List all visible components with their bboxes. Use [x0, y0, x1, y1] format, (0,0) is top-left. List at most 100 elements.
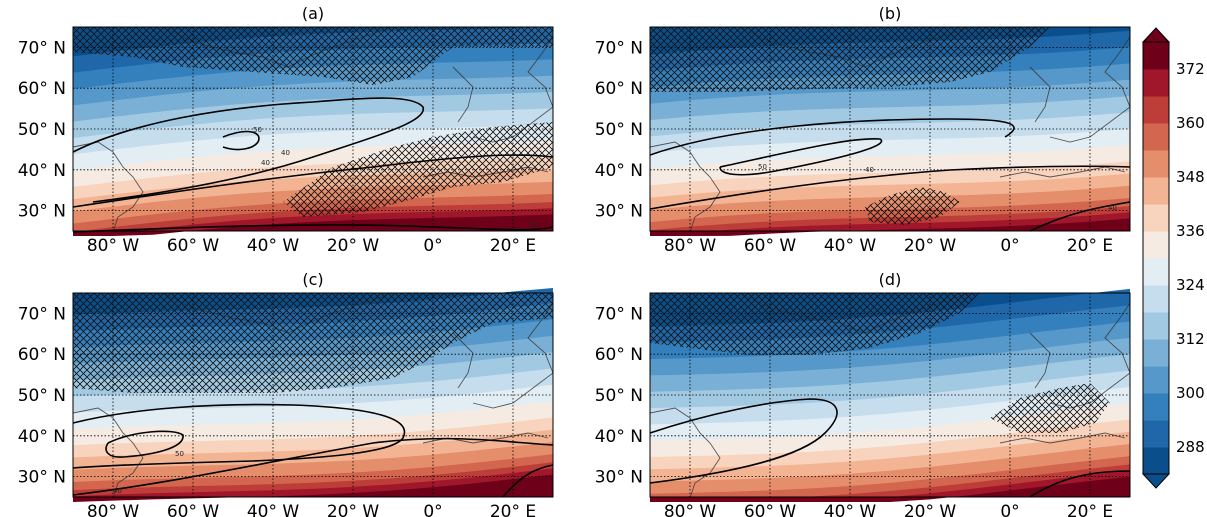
colorbar-band: [1143, 96, 1169, 124]
panel-a-title: (a): [302, 4, 324, 23]
lat-label: 30° N: [595, 468, 643, 488]
colorbar-band: [1143, 123, 1169, 151]
contour-label: 50: [253, 126, 262, 134]
lat-label: 70° N: [18, 38, 66, 58]
contour-label: 50: [175, 450, 184, 458]
colorbar-frame: [1142, 41, 1170, 475]
lon-label: 20° E: [490, 502, 536, 517]
lon-label: 80° W: [664, 236, 717, 256]
colorbar-tick-label: 324: [1176, 276, 1205, 294]
lon-label: 20° E: [1067, 502, 1113, 517]
lon-label: 40° W: [824, 502, 877, 517]
contour-label: 40: [281, 149, 290, 157]
lat-label: 50° N: [18, 386, 66, 406]
panel-b-title: (b): [879, 4, 902, 23]
lon-label: 20° W: [904, 502, 957, 517]
lon-label: 20° E: [490, 236, 536, 256]
colorbar-tick-label: 312: [1176, 330, 1205, 348]
lat-label: 30° N: [18, 468, 66, 488]
lat-label: 50° N: [18, 120, 66, 140]
contour-label: 50: [758, 163, 767, 171]
lon-label: 60° W: [167, 502, 220, 517]
colorbar-tick-label: 372: [1176, 60, 1205, 78]
lon-label: 20° E: [1067, 236, 1113, 256]
contour-label: 30: [529, 221, 538, 229]
panel-frame: [649, 292, 1131, 498]
lon-label: 80° W: [87, 502, 140, 517]
lat-label: 50° N: [595, 386, 643, 406]
colorbar-top-arrow: [1141, 27, 1171, 43]
lat-label: 30° N: [595, 202, 643, 222]
colorbar-bands: [1143, 42, 1169, 475]
lon-label: 60° W: [167, 236, 220, 256]
colorbar-tick-label: 288: [1176, 438, 1205, 456]
graticule: [73, 27, 553, 231]
colorbar-tick-label: 348: [1176, 168, 1205, 186]
graticule: [73, 293, 553, 497]
lon-label: 0°: [1000, 236, 1019, 256]
lat-label: 60° N: [595, 79, 643, 99]
contour-label: 40: [1108, 204, 1117, 212]
lat-label: 40° N: [595, 427, 643, 447]
lat-label: 40° N: [18, 161, 66, 181]
lat-label: 60° N: [18, 345, 66, 365]
contour-label: 40: [865, 166, 874, 174]
panel-frame: [72, 26, 554, 232]
lon-label: 20° W: [327, 236, 380, 256]
lat-label: 60° N: [18, 79, 66, 99]
colorbar-band: [1143, 150, 1169, 178]
colorbar-band: [1143, 204, 1169, 232]
colorbar: 288 300 312 324 336 348 360 372: [1141, 27, 1205, 489]
colorbar-band: [1143, 312, 1169, 340]
lat-label: 60° N: [595, 345, 643, 365]
contours: [72, 403, 554, 498]
colorbar-band: [1143, 420, 1169, 448]
lon-label: 20° W: [904, 236, 957, 256]
panel-b: (b) 50 40 40 70° N 60° N 50: [595, 4, 1131, 256]
colorbar-tick-label: 300: [1176, 384, 1205, 402]
colorbar-band: [1143, 69, 1169, 97]
lat-label: 30° N: [18, 202, 66, 222]
temperature-band: [73, 474, 553, 502]
contours: [72, 97, 554, 233]
colorbar-band: [1143, 285, 1169, 313]
lon-label: 80° W: [664, 502, 717, 517]
lat-label: 50° N: [595, 120, 643, 140]
lat-label: 40° N: [18, 427, 66, 447]
colorbar-band: [1143, 393, 1169, 421]
lon-label: 40° W: [247, 236, 300, 256]
panel-d: (d) 70° N 60° N 50° N 40° N 30° N 80° W …: [595, 270, 1131, 517]
significance-hatching: [650, 293, 1110, 433]
contour-label: 40: [113, 487, 122, 495]
hatch-region: [650, 293, 980, 355]
temperature-band: [650, 476, 1130, 502]
panel-d-title: (d): [879, 270, 902, 289]
colorbar-band: [1143, 447, 1169, 475]
graticule: [650, 27, 1130, 231]
colorbar-tick-label: 336: [1176, 222, 1205, 240]
panel-c: (c) 50 40 70° N 60° N 50° N 40° N: [18, 270, 554, 517]
panel-a: (a) 50 40 40 30 70° N 60° N: [18, 4, 554, 256]
lat-label: 70° N: [595, 304, 643, 324]
lon-label: 60° W: [744, 502, 797, 517]
lon-label: 80° W: [87, 236, 140, 256]
colorbar-band: [1143, 177, 1169, 205]
colorbar-bottom-arrow: [1141, 473, 1171, 489]
contours: [649, 118, 1131, 232]
graticule: [650, 293, 1130, 497]
panel-frame: [72, 292, 554, 498]
contour-label: 40: [261, 159, 270, 167]
lat-label: 70° N: [595, 38, 643, 58]
colorbar-band: [1143, 258, 1169, 286]
hatch-region: [990, 383, 1110, 433]
hatch-region: [865, 187, 960, 225]
colorbar-band: [1143, 366, 1169, 394]
lat-label: 70° N: [18, 304, 66, 324]
lon-label: 60° W: [744, 236, 797, 256]
panel-frame: [649, 26, 1131, 232]
lon-label: 20° W: [327, 502, 380, 517]
colorbar-tick-label: 360: [1176, 114, 1205, 132]
colorbar-band: [1143, 339, 1169, 367]
lat-label: 40° N: [595, 161, 643, 181]
